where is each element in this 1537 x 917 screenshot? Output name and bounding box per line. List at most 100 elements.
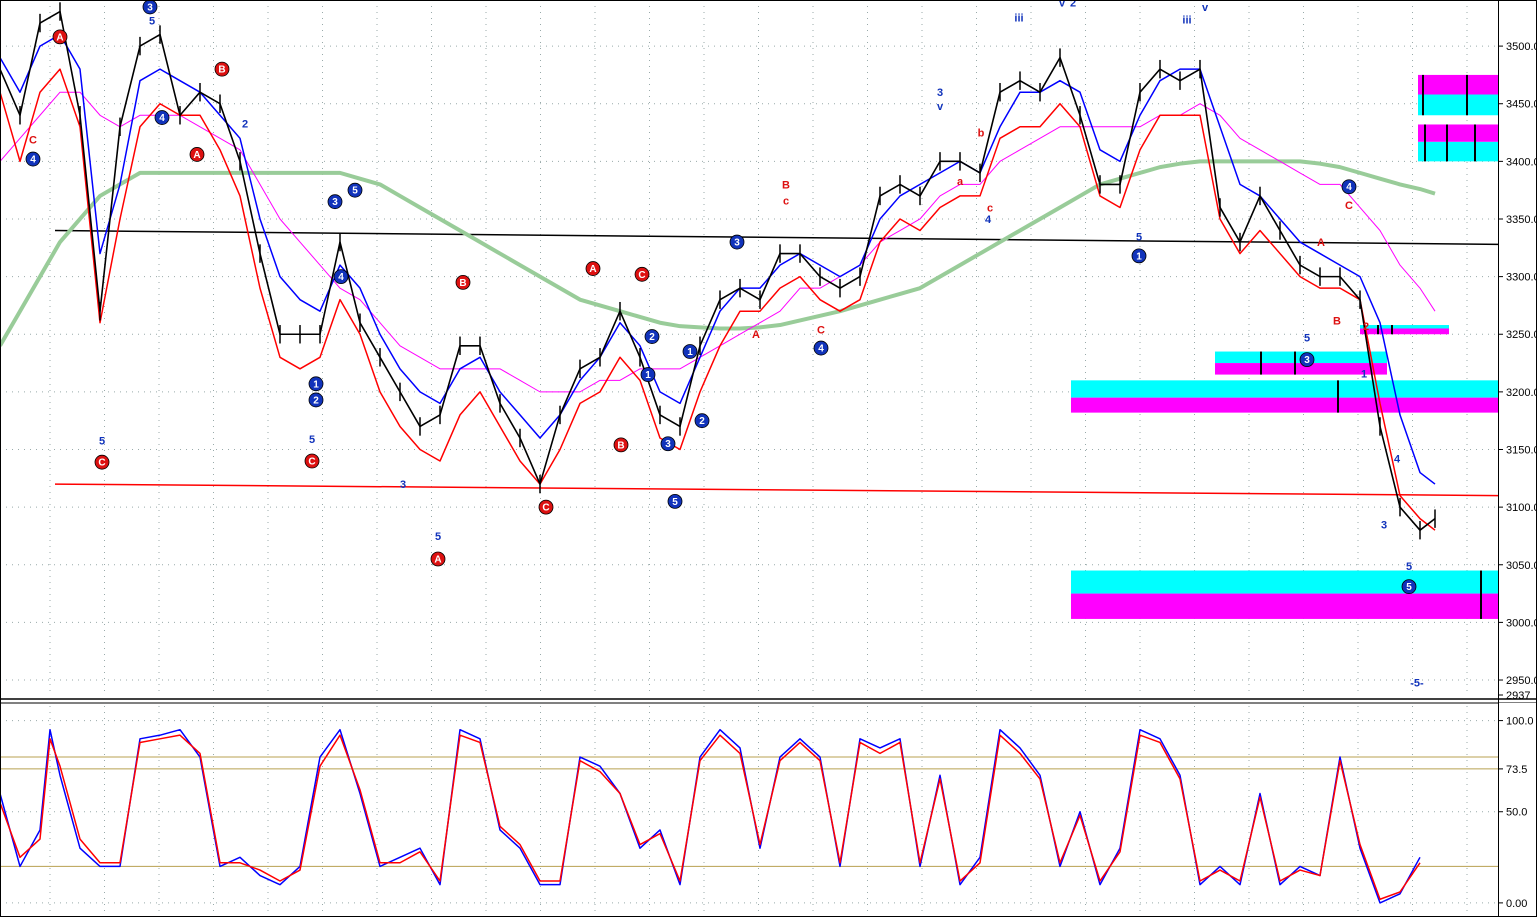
wave-label: C — [817, 325, 825, 337]
target-zone-magenta — [1360, 328, 1449, 335]
wave-circle-label: B — [218, 65, 225, 76]
wave-circle-label: 1 — [645, 370, 651, 381]
wave-label: A — [752, 329, 760, 341]
wave-circle — [644, 329, 660, 344]
wave-circle-label: 3 — [332, 197, 338, 208]
wave-circle-label: 3 — [147, 2, 153, 13]
axis-bg — [1498, 0, 1537, 699]
wave-circle — [1401, 579, 1417, 595]
wave-circle — [25, 151, 41, 167]
y-tick-label: 3350.0 — [1506, 214, 1537, 226]
wave-circle — [613, 437, 629, 453]
price-y-axis: 3500.0 3450.0 3400.0 3350.0 3300.0 3250.0 3200… — [1498, 0, 1537, 917]
wave-circle-label: B — [459, 278, 466, 289]
target-zone-magenta — [1418, 74, 1498, 95]
osc-series-0 — [0, 728, 1421, 904]
y-tick-label: 3450.0 — [1506, 99, 1537, 111]
wave-circle-label: C — [542, 503, 549, 514]
wave-circle — [640, 367, 656, 382]
wave-circle-label: A — [56, 32, 63, 43]
wave-circle — [430, 551, 446, 567]
wave-circle-label: 5 — [1406, 582, 1412, 593]
wave-label: 5 — [149, 16, 155, 28]
wave-label: 2 — [1363, 321, 1369, 333]
wave-circle-label: 1 — [313, 379, 319, 390]
oscillator-y-axis: 100.0 73.5 50.0 0.00 — [1498, 703, 1537, 917]
wave-label: a — [957, 176, 964, 188]
wave-circle — [142, 0, 158, 15]
wave-label: 4 — [985, 214, 992, 226]
wave-circle — [538, 499, 554, 515]
target-zone-cyan — [1071, 570, 1498, 594]
wave-circle — [308, 376, 324, 392]
wave-circle — [1341, 179, 1357, 195]
wave-label: 5 — [99, 435, 105, 447]
wave-circle — [94, 454, 110, 470]
y-tick-label: 3100.0 — [1506, 502, 1537, 514]
target-zone-magenta — [1071, 593, 1498, 619]
wave-circle-label: 3 — [734, 238, 740, 249]
wave-label: C — [1345, 200, 1353, 212]
wave-circle — [327, 194, 343, 210]
wave-circle-label: A — [434, 554, 441, 565]
wave-circle-label: 5 — [352, 186, 358, 197]
target-zone-cyan — [1360, 325, 1449, 329]
wave-label: c — [987, 202, 993, 214]
wave-circle — [694, 413, 710, 429]
wave-circle-label: 4 — [30, 155, 36, 166]
wave-circle-label: 4 — [159, 113, 165, 124]
target-zones — [1071, 74, 1498, 619]
target-zone-cyan — [1418, 94, 1498, 116]
wave-label: -5- — [1410, 677, 1424, 689]
wave-label: 3 — [1381, 519, 1387, 531]
y-tick-label: 3150.0 — [1506, 445, 1537, 457]
osc-axis-bg — [1499, 703, 1537, 917]
wave-circle — [154, 110, 170, 125]
wave-label: 2 — [242, 118, 248, 130]
target-zone-magenta — [1418, 124, 1498, 142]
wave-circle — [455, 274, 471, 290]
y-tick-label: 3250.0 — [1506, 329, 1537, 341]
wave-circle-label: 2 — [649, 332, 655, 343]
wave-circle-label: 4 — [818, 344, 824, 355]
series-mid-ma — [0, 68, 1436, 531]
wave-circle — [214, 61, 230, 77]
oscillator-series — [0, 728, 1421, 904]
wave-circle-label: 5 — [672, 497, 678, 508]
wave-circle — [729, 234, 745, 250]
wave-label: B — [1333, 315, 1341, 327]
y-tick-label: 3300.0 — [1506, 272, 1537, 284]
wave-circle — [304, 453, 320, 469]
y-tick-label: 3500.0 — [1506, 41, 1537, 53]
wave-circle-label: C — [638, 270, 645, 281]
osc-y-tick-label: 73.5 — [1506, 764, 1527, 776]
osc-y-tick-label: 100.0 — [1506, 716, 1534, 728]
wave-circle-label: A — [589, 264, 596, 275]
wave-label: 2 — [1070, 0, 1076, 9]
wave-circle — [308, 392, 324, 408]
wave-label: 5 — [435, 531, 441, 543]
wave-circle — [1131, 248, 1147, 264]
wave-circle — [682, 344, 698, 359]
wave-circle-label: 2 — [699, 416, 705, 427]
wave-circle-label: 4 — [1346, 182, 1352, 193]
osc-series-1 — [0, 734, 1421, 900]
target-zone-magenta — [1215, 363, 1387, 375]
target-zone-cyan — [1418, 141, 1498, 162]
wave-label: v — [1059, 0, 1066, 9]
wave-circle-label: C — [98, 458, 105, 469]
wave-label: v — [937, 101, 944, 113]
y-tick-label: 3050.0 — [1506, 560, 1537, 572]
y-tick-label: 2950.0 — [1506, 675, 1537, 687]
support-resistance-line — [54, 483, 1499, 497]
wave-circle — [634, 266, 650, 282]
y-tick-label: 3000.0 — [1506, 617, 1537, 629]
wave-label: iii — [1014, 12, 1023, 24]
wave-label: A — [1317, 237, 1325, 249]
wave-label: v — [1202, 2, 1209, 14]
wave-circle — [660, 436, 676, 452]
oscillator-grid — [0, 706, 1498, 912]
wave-labels: C 5 4 C A 3 5 B A 4 2 C 5 3 5 4 1 2 B A 5 3 C A C B 5 3 2 1 2 1 3 4 C A Bc 3 v… — [25, 0, 1424, 689]
